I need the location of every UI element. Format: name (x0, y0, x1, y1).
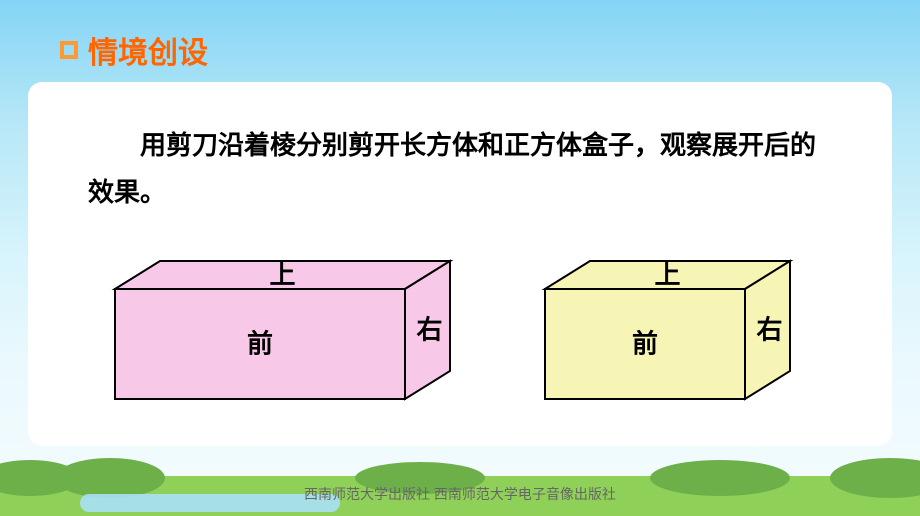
label-top: 上 (654, 259, 680, 289)
label-right: 右 (756, 314, 782, 344)
description-text: 用剪刀沿着棱分别剪开长方体和正方体盒子，观察展开后的效果。 (88, 122, 832, 216)
cuboid-shape: 上前 右 (110, 256, 470, 416)
content-card: 用剪刀沿着棱分别剪开长方体和正方体盒子，观察展开后的效果。 上前 右 上前 右 (28, 82, 892, 446)
label-front: 前 (632, 328, 658, 358)
footer-publisher: 西南师范大学出版社 西南师范大学电子音像出版社 (0, 484, 920, 504)
label-top: 上 (269, 259, 295, 289)
slide-container: 情境创设 用剪刀沿着棱分别剪开长方体和正方体盒子，观察展开后的效果。 上前 右 上… (0, 0, 920, 516)
shapes-row: 上前 右 上前 右 (88, 256, 832, 416)
slide-header: 情境创设 (60, 28, 208, 72)
label-right: 右 (416, 314, 442, 344)
cube-shape: 上前 右 (540, 256, 810, 416)
background-scenery (0, 446, 920, 516)
header-title: 情境创设 (88, 28, 208, 72)
header-square-icon (60, 41, 78, 59)
label-front: 前 (247, 328, 273, 358)
